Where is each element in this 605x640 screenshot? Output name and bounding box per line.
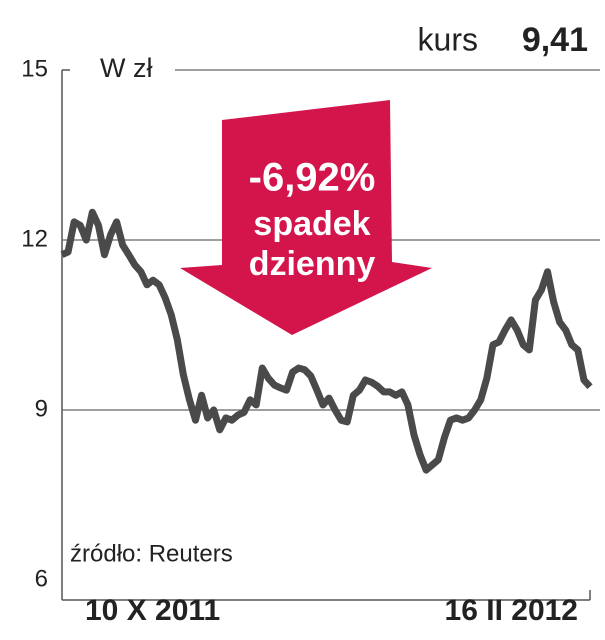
y-axis-label: W zł bbox=[100, 53, 152, 83]
y-tick-label: 9 bbox=[35, 395, 48, 422]
source: źródło: Reuters bbox=[70, 540, 233, 567]
x-tick-label: 16 II 2012 bbox=[445, 594, 578, 627]
annotation-text: dzienny bbox=[249, 245, 376, 283]
y-tick-label: 12 bbox=[21, 225, 48, 252]
y-tick-label: 15 bbox=[21, 55, 48, 82]
price-value: 9,41 bbox=[522, 21, 588, 59]
annotation-text: spadek bbox=[253, 205, 370, 243]
price-line bbox=[60, 208, 593, 474]
y-tick-label: 6 bbox=[35, 565, 48, 592]
arrow bbox=[180, 100, 432, 335]
annotation-text: -6,92% bbox=[249, 156, 376, 200]
x-tick-label: 10 X 2011 bbox=[85, 594, 220, 627]
price-label: kurs bbox=[418, 21, 478, 57]
